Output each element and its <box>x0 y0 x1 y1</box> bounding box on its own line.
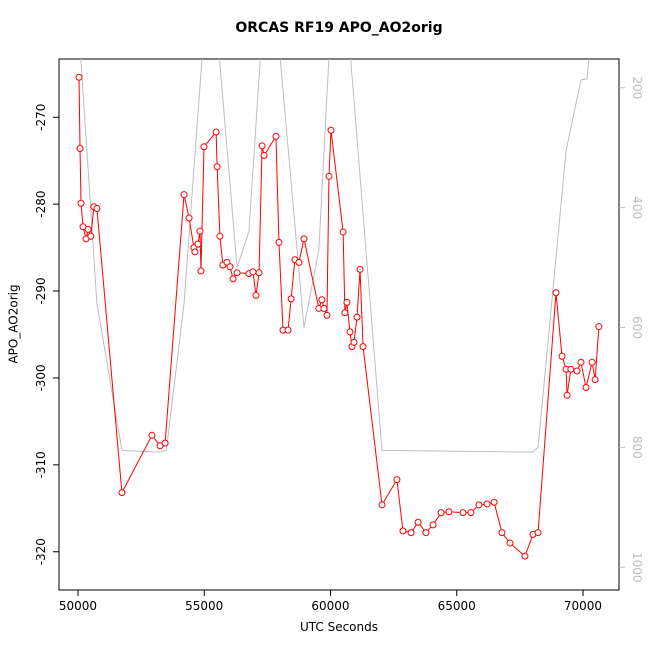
data-point <box>498 529 506 537</box>
data-point <box>552 289 560 297</box>
x-tick-label: 55000 <box>185 599 223 613</box>
x-tick-label: 60000 <box>311 599 349 613</box>
data-point <box>327 126 335 134</box>
data-point <box>258 142 266 150</box>
data-point <box>521 552 529 560</box>
data-point <box>84 225 92 233</box>
data-line <box>78 77 600 557</box>
data-point <box>356 265 364 273</box>
data-point <box>582 384 590 392</box>
data-point <box>588 358 596 366</box>
y-tick-label: -280 <box>34 191 48 218</box>
data-point <box>353 313 361 321</box>
x-tick-label: 50000 <box>59 599 97 613</box>
data-point <box>359 343 367 351</box>
data-point <box>180 191 188 199</box>
data-point <box>76 145 84 153</box>
data-point <box>325 172 333 180</box>
data-point <box>200 143 208 151</box>
data-point <box>93 204 101 212</box>
data-point <box>118 489 126 497</box>
data-point <box>563 391 571 399</box>
data-point <box>212 128 220 136</box>
data-point <box>260 151 268 159</box>
plot-frame <box>58 58 620 591</box>
data-point <box>197 267 205 275</box>
data-point <box>77 199 85 207</box>
data-point <box>591 376 599 384</box>
data-point <box>339 228 347 236</box>
data-point <box>437 509 445 517</box>
data-point <box>249 268 257 276</box>
data-point <box>346 328 354 336</box>
data-point <box>414 518 422 526</box>
data-point <box>295 258 303 266</box>
data-point <box>378 501 386 509</box>
data-point <box>595 323 603 331</box>
data-point <box>393 476 401 484</box>
data-point <box>459 509 467 517</box>
y-axis-title: APO_AO2orig <box>7 284 21 363</box>
data-point <box>320 304 328 312</box>
data-point <box>287 295 295 303</box>
data-point <box>422 529 430 537</box>
data-point <box>229 275 237 283</box>
data-point <box>272 132 280 140</box>
data-point <box>161 439 169 447</box>
plot-area <box>75 59 603 560</box>
data-point <box>467 509 475 517</box>
data-point <box>216 232 224 240</box>
data-point <box>558 352 566 360</box>
y-tick-label: -270 <box>34 104 48 131</box>
data-point <box>213 163 221 171</box>
x-tick-label: 65000 <box>438 599 476 613</box>
y-tick-label: -310 <box>34 451 48 478</box>
data-point <box>399 527 407 535</box>
y2-tick-label: 400 <box>630 196 644 219</box>
data-point <box>75 73 83 81</box>
y-tick-label: -300 <box>34 364 48 391</box>
data-point <box>284 326 292 334</box>
data-point <box>506 539 514 547</box>
data-point <box>323 311 331 319</box>
data-point <box>226 263 234 271</box>
y2-tick-label: 200 <box>630 76 644 99</box>
data-point <box>233 269 241 277</box>
data-point <box>350 338 358 346</box>
data-point <box>252 291 260 299</box>
data-point <box>191 248 199 256</box>
data-point <box>534 529 542 537</box>
data-point <box>194 240 202 248</box>
x-tick-label: 70000 <box>564 599 602 613</box>
y-tick-label: -320 <box>34 538 48 565</box>
y2-tick-label: 800 <box>630 436 644 459</box>
data-point <box>483 500 491 508</box>
data-point <box>148 431 156 439</box>
y2-tick-label: 600 <box>630 316 644 339</box>
data-point <box>343 298 351 306</box>
data-point <box>429 521 437 529</box>
data-point <box>275 238 283 246</box>
y2-tick-label: 1000 <box>630 552 644 583</box>
data-point <box>185 214 193 222</box>
data-point <box>255 269 263 277</box>
data-point <box>407 529 415 537</box>
data-point <box>567 365 575 373</box>
data-point <box>475 501 483 509</box>
data-point <box>87 232 95 240</box>
data-point <box>445 508 453 516</box>
data-point <box>577 358 585 366</box>
data-point <box>196 227 204 235</box>
data-point <box>573 367 581 375</box>
x-axis-title: UTC Seconds <box>300 620 378 634</box>
chart-title: ORCAS RF19 APO_AO2orig <box>235 20 442 36</box>
data-point <box>341 309 349 317</box>
y-tick-label: -290 <box>34 277 48 304</box>
data-point <box>300 235 308 243</box>
data-point <box>490 498 498 506</box>
data-point <box>318 296 326 304</box>
data-line <box>80 59 590 453</box>
